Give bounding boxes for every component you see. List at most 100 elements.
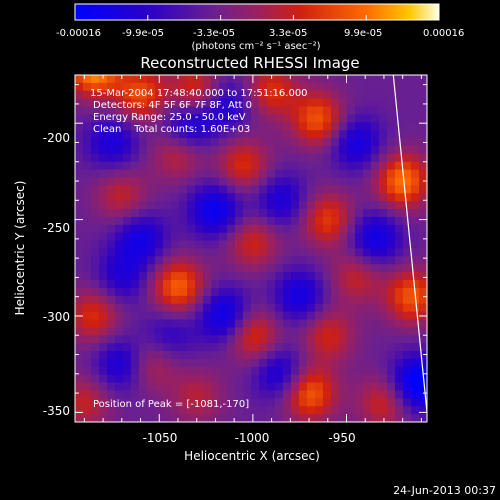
heatmap-cell xyxy=(75,185,84,194)
heatmap-cell xyxy=(387,398,396,407)
heatmap-cell xyxy=(307,414,316,422)
heatmap-cell xyxy=(203,406,212,415)
heatmap-cell xyxy=(147,130,156,139)
heatmap-cell xyxy=(347,351,356,360)
heatmap-cell xyxy=(235,295,244,305)
heatmap-cell xyxy=(259,398,268,407)
heatmap-cell xyxy=(411,358,420,368)
heatmap-cell xyxy=(195,177,204,187)
heatmap-cell xyxy=(371,264,380,273)
heatmap-cell xyxy=(283,240,292,250)
heatmap-cell xyxy=(371,90,380,100)
heatmap-cell xyxy=(171,374,180,384)
heatmap-cell xyxy=(347,303,356,313)
heatmap-cell xyxy=(139,272,148,281)
heatmap-cell xyxy=(387,319,396,328)
heatmap-cell xyxy=(387,374,396,384)
heatmap-cell xyxy=(155,272,164,281)
heatmap-cell xyxy=(251,193,260,202)
heatmap-cell xyxy=(363,161,372,171)
heatmap-cell xyxy=(91,169,100,179)
heatmap-cell xyxy=(235,358,244,368)
heatmap-cell xyxy=(347,287,356,297)
heatmap-cell xyxy=(387,122,396,131)
heatmap-cell xyxy=(235,75,244,84)
colorbar-tick-label-0: -0.00016 xyxy=(56,28,101,39)
heatmap-cell xyxy=(387,153,396,163)
heatmap-cell xyxy=(411,351,420,360)
heatmap-cell xyxy=(203,264,212,273)
heatmap-cell xyxy=(259,358,268,368)
heatmap-cell xyxy=(259,414,268,422)
heatmap-cell xyxy=(115,75,124,84)
heatmap-cell xyxy=(171,319,180,328)
heatmap-cell xyxy=(339,82,348,92)
heatmap-cell xyxy=(219,287,228,297)
heatmap-cell xyxy=(107,130,116,139)
heatmap-cell xyxy=(115,248,124,257)
heatmap-cell xyxy=(83,75,92,84)
heatmap-cell xyxy=(75,216,84,226)
heatmap-cell xyxy=(307,248,316,257)
heatmap-cell xyxy=(99,390,108,399)
heatmap-cell xyxy=(379,358,388,368)
heatmap-cell xyxy=(155,153,164,163)
heatmap-cell xyxy=(395,366,404,376)
heatmap-cell xyxy=(123,335,132,344)
heatmap-cell xyxy=(195,169,204,179)
heatmap-cell xyxy=(363,98,372,108)
heatmap-cell xyxy=(219,256,228,265)
heatmap-cell xyxy=(395,185,404,194)
heatmap-cell xyxy=(115,374,124,384)
heatmap-cell xyxy=(267,130,276,139)
heatmap-cell xyxy=(307,130,316,139)
heatmap-cell xyxy=(395,240,404,250)
heatmap-cell xyxy=(235,319,244,328)
heatmap-cell xyxy=(363,224,372,234)
heatmap-cell xyxy=(307,153,316,163)
heatmap-cell xyxy=(75,232,84,242)
heatmap-cell xyxy=(139,145,148,155)
heatmap-cell xyxy=(251,240,260,250)
heatmap-cell xyxy=(315,153,324,163)
heatmap-cell xyxy=(83,327,92,336)
heatmap-cell xyxy=(371,327,380,336)
heatmap-cell xyxy=(203,256,212,265)
heatmap-cell xyxy=(171,351,180,360)
heatmap-cell xyxy=(227,185,236,194)
heatmap-cell xyxy=(275,398,284,407)
heatmap-cell xyxy=(91,161,100,171)
heatmap-cell xyxy=(131,75,140,84)
heatmap-cell xyxy=(123,256,132,265)
heatmap-cell xyxy=(179,114,188,123)
heatmap-cell xyxy=(155,122,164,131)
heatmap-cell xyxy=(283,343,292,352)
heatmap-cell xyxy=(339,327,348,336)
heatmap-cell xyxy=(299,240,308,250)
heatmap-cell xyxy=(323,240,332,250)
heatmap-cell xyxy=(411,201,420,210)
heatmap-cell xyxy=(339,343,348,352)
heatmap-cell xyxy=(155,382,164,392)
heatmap-cell xyxy=(123,138,132,147)
heatmap-cell xyxy=(275,224,284,234)
heatmap-cell xyxy=(323,295,332,305)
heatmap-cell xyxy=(139,264,148,273)
heatmap-cell xyxy=(83,90,92,100)
heatmap-cell xyxy=(171,382,180,392)
heatmap-cell xyxy=(139,248,148,257)
heatmap-cell xyxy=(259,311,268,321)
heatmap-cell xyxy=(91,366,100,376)
heatmap-cell xyxy=(387,303,396,313)
heatmap-cell xyxy=(171,98,180,108)
heatmap-cell xyxy=(219,295,228,305)
heatmap-cell xyxy=(91,343,100,352)
heatmap-cell xyxy=(363,256,372,265)
heatmap-cell xyxy=(395,280,404,289)
heatmap-cell xyxy=(107,240,116,250)
heatmap-cell xyxy=(267,382,276,392)
heatmap-cell xyxy=(147,343,156,352)
heatmap-cell xyxy=(371,374,380,384)
heatmap-cell xyxy=(267,82,276,92)
heatmap-cell xyxy=(411,138,420,147)
